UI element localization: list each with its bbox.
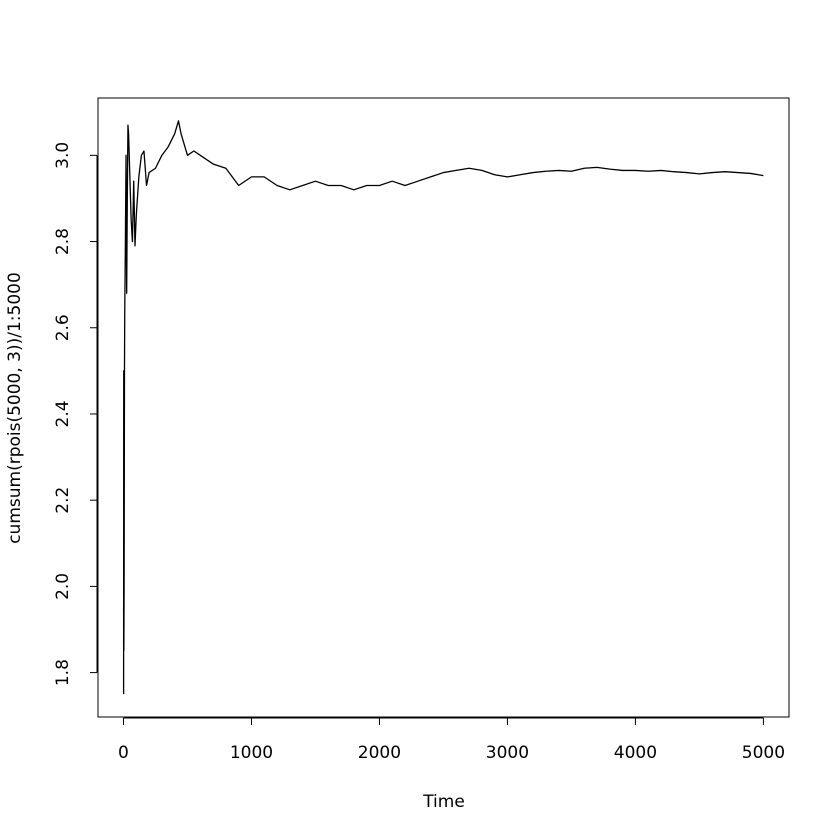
- y-axis-label: cumsum(rpois(5000, 3))/1:5000: [5, 272, 25, 544]
- x-tick-label: 4000: [614, 743, 657, 763]
- y-tick-label: 2.4: [53, 400, 73, 427]
- data-line: [122, 120, 764, 695]
- x-axis-label: Time: [422, 792, 465, 812]
- y-tick-label: 2.0: [53, 573, 73, 600]
- x-tick-label: 5000: [742, 743, 785, 763]
- y-tick-label: 1.8: [53, 659, 73, 686]
- plot-box: [97, 97, 790, 718]
- x-tick-label: 2000: [358, 743, 401, 763]
- y-tick-label: 2.6: [53, 314, 73, 341]
- y-tick-label: 2.2: [53, 487, 73, 514]
- x-tick-label: 0: [118, 743, 129, 763]
- x-tick-label: 3000: [486, 743, 529, 763]
- y-tick-label: 2.8: [53, 228, 73, 255]
- y-tick-label: 3.0: [53, 142, 73, 169]
- x-tick-label: 1000: [230, 743, 273, 763]
